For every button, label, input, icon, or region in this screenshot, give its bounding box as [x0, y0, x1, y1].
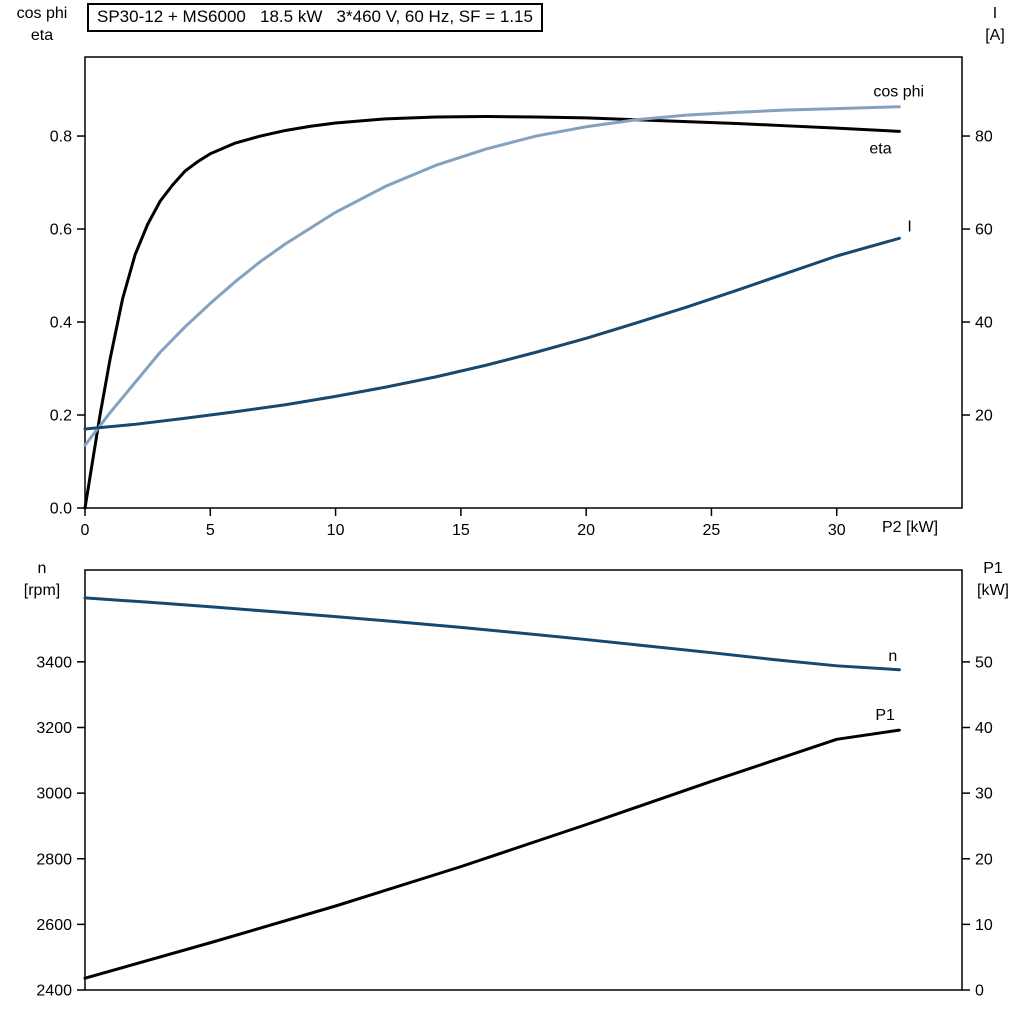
y-left-axis-title-bottom-line2: [rpm]	[23, 582, 61, 599]
plot-frame	[84, 56, 963, 509]
y-left-tick-label: 0.0	[50, 501, 72, 518]
curve-label-n: n	[888, 648, 897, 665]
curve-n	[83, 596, 901, 672]
x-tick-label: 15	[452, 522, 470, 539]
y-right-axis-title-top: I [A]	[966, 3, 1024, 47]
y-left-tick-label: 3000	[36, 786, 72, 803]
x-tick-label: 25	[703, 522, 721, 539]
y-right-axis-title-bottom: P1 [kW]	[962, 558, 1024, 602]
curve-cos-phi	[83, 105, 901, 447]
y-left-tick-label: 0.6	[50, 222, 72, 239]
y-right-tick-label: 20	[975, 408, 993, 425]
y-right-tick-label: 20	[975, 851, 993, 868]
y-left-tick-label: 0.4	[50, 315, 72, 332]
y-left-axis-title-line2: eta	[30, 27, 54, 44]
y-right-tick-label: 80	[975, 129, 993, 146]
curve-label-I: I	[907, 218, 911, 235]
x-axis-label: P2 [kW]	[882, 519, 939, 536]
x-tick-label: 10	[327, 522, 345, 539]
y-right-tick-label: 40	[975, 315, 993, 332]
x-tick-label: 5	[206, 522, 215, 539]
y-left-tick-label: 2800	[36, 851, 72, 868]
curve-eta	[83, 115, 901, 510]
chart-title: SP30-12 + MS6000 18.5 kW 3*460 V, 60 Hz,…	[87, 3, 543, 32]
y-right-axis-title-bottom-line1: P1	[983, 560, 1003, 577]
x-tick-label: 0	[81, 522, 90, 539]
y-left-tick-label: 3400	[36, 654, 72, 671]
y-right-tick-label: 30	[975, 786, 993, 803]
x-tick-label: 20	[577, 522, 595, 539]
y-right-axis-title-bottom-line2: [kW]	[977, 582, 1009, 599]
y-left-tick-label: 0.8	[50, 129, 72, 146]
y-right-tick-label: 0	[975, 983, 984, 1000]
y-left-tick-label: 3200	[36, 720, 72, 737]
y-right-axis-title-line1: I	[992, 5, 998, 22]
y-right-tick-label: 10	[975, 917, 993, 934]
y-right-axis-title-line2: [A]	[985, 27, 1005, 44]
curve-I	[83, 236, 901, 431]
y-right-tick-label: 40	[975, 720, 993, 737]
y-left-tick-label: 0.2	[50, 408, 72, 425]
plot-frame	[84, 569, 963, 991]
y-left-tick-label: 2600	[36, 917, 72, 934]
curve-label-eta: eta	[869, 140, 891, 157]
curve-label-cos-phi: cos phi	[873, 84, 924, 101]
curve-label-P1: P1	[875, 707, 895, 724]
x-tick-label: 30	[828, 522, 846, 539]
y-left-axis-title-bottom: n [rpm]	[0, 558, 84, 602]
curve-P1	[83, 728, 901, 980]
y-left-axis-title-line1: cos phi	[16, 5, 68, 22]
y-left-axis-title-top: cos phi eta	[0, 3, 84, 47]
y-right-tick-label: 60	[975, 222, 993, 239]
y-left-axis-title-bottom-line1: n	[37, 560, 47, 577]
y-right-tick-label: 50	[975, 654, 993, 671]
y-left-tick-label: 2400	[36, 983, 72, 1000]
